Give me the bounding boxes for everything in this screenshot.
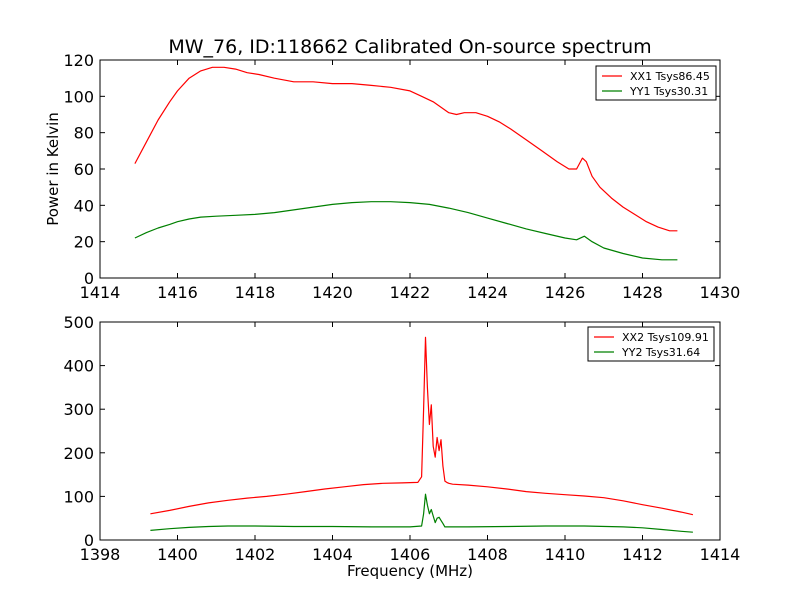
bottom-panel: Frequency (MHz) 1398 1400 1402 1404 1406 1408…	[63, 313, 740, 580]
y-tick-label: 300	[63, 400, 94, 419]
x-axis-label: Frequency (MHz)	[347, 562, 473, 580]
x-tick-label: 1406	[390, 545, 431, 564]
x-tick-label: 1410	[545, 545, 586, 564]
x-tick-label: 1402	[235, 545, 276, 564]
x-tick-label: 1422	[390, 283, 431, 302]
bottom-legend: XX2 Tsys109.91 YY2 Tsys31.64	[587, 326, 715, 362]
y-tick-label: 80	[74, 124, 94, 143]
y-tick-label: 120	[63, 51, 94, 70]
legend-box	[587, 326, 715, 362]
x-tick-label: 1404	[312, 545, 353, 564]
x-tick-label: 1430	[700, 283, 741, 302]
x-tick-label: 1424	[467, 283, 508, 302]
x-tick-label: 1426	[545, 283, 586, 302]
y-tick-label: 100	[63, 87, 94, 106]
x-tick-label: 1408	[467, 545, 508, 564]
y-tick-label: 60	[74, 160, 94, 179]
series-line-2-2	[150, 493, 693, 533]
series-line-1-2	[134, 201, 678, 261]
x-tick-label: 1428	[622, 283, 663, 302]
legend-label: XX1 Tsys86.45	[630, 70, 710, 83]
legend-label: YY2 Tsys31.64	[621, 346, 700, 359]
y-tick-label: 0	[84, 531, 94, 550]
top-panel: MW_76, ID:118662 Calibrated On-source sp…	[44, 36, 740, 302]
x-tick-label: 1400	[157, 545, 198, 564]
y-tick-label: 40	[74, 196, 94, 215]
legend-box	[595, 65, 717, 101]
x-tick-label: 1416	[157, 283, 198, 302]
x-tick-label: 1414	[80, 283, 121, 302]
y-tick-label: 200	[63, 444, 94, 463]
series-line-2-1	[150, 336, 694, 516]
chart-title: MW_76, ID:118662 Calibrated On-source sp…	[168, 36, 651, 58]
x-tick-label: 1418	[235, 283, 276, 302]
legend-label: XX2 Tsys109.91	[622, 331, 709, 344]
top-legend: XX1 Tsys86.45 YY1 Tsys30.31	[595, 65, 717, 101]
x-tick-label: 1414	[700, 545, 741, 564]
x-tick-label: 1398	[80, 545, 121, 564]
y-axis-label: Power in Kelvin	[44, 112, 62, 226]
y-tick-label: 400	[63, 357, 94, 376]
y-tick-label: 20	[74, 233, 94, 252]
x-tick-label: 1412	[622, 545, 663, 564]
y-tick-label: 0	[84, 269, 94, 288]
x-tick-label: 1420	[312, 283, 353, 302]
y-tick-label: 500	[63, 313, 94, 332]
series-line-1-1	[134, 66, 678, 232]
y-tick-label: 100	[63, 487, 94, 506]
legend-label: YY1 Tsys30.31	[629, 85, 708, 98]
